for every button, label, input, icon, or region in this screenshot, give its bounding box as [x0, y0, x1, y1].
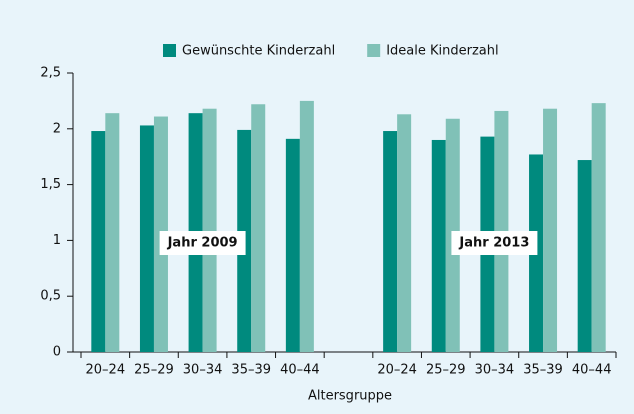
x-tick-label: 35–39: [231, 363, 271, 378]
bar: [383, 131, 398, 352]
x-tick-label: 20–24: [377, 363, 417, 378]
x-tick-label: 20–24: [86, 363, 126, 378]
y-tick-label: 1: [53, 233, 61, 248]
bar: [139, 125, 154, 353]
bar: [202, 108, 217, 352]
x-tick-label: 40–44: [280, 363, 320, 378]
x-tick-label: 40–44: [572, 363, 612, 378]
annotation: Jahr 2013: [458, 236, 529, 251]
annotation-box: [159, 231, 246, 255]
legend-label: Ideale Kinderzahl: [386, 44, 498, 59]
y-tick-label: 1,5: [40, 177, 61, 192]
x-tick-label: 30–34: [183, 363, 223, 378]
y-tick-label: 0: [53, 345, 61, 360]
bar: [577, 160, 592, 352]
y-tick-label: 2: [53, 121, 61, 136]
bar: [105, 113, 120, 353]
x-tick-label: 25–29: [426, 363, 466, 378]
bar: [591, 103, 606, 352]
annotation-box: [451, 231, 538, 255]
annotation: Jahr 2009: [167, 236, 238, 251]
legend-swatch: [367, 44, 381, 57]
x-axis-label: Altersgruppe: [308, 389, 392, 404]
bar: [251, 104, 266, 352]
x-tick-label: 35–39: [523, 363, 563, 378]
bar: [91, 131, 106, 352]
legend-label: Gewünschte Kinderzahl: [182, 44, 335, 59]
legend-swatch: [163, 44, 176, 57]
y-tick-label: 2,5: [40, 66, 61, 81]
x-tick-label: 25–29: [134, 363, 174, 378]
y-tick-label: 0,5: [40, 289, 61, 304]
bar: [285, 138, 300, 352]
bar: [431, 139, 446, 352]
x-tick-label: 30–34: [475, 363, 515, 378]
bar: [299, 100, 314, 353]
bar: [543, 108, 558, 352]
bar: [397, 114, 412, 353]
